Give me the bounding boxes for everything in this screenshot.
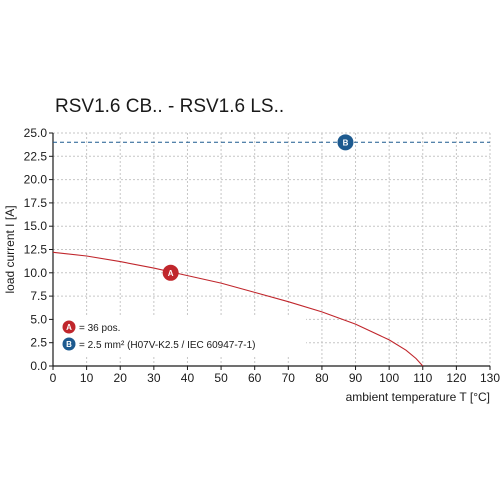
- x-tick-label: 100: [379, 371, 399, 385]
- series-marker-b: [337, 134, 354, 151]
- legend-entry-text: = 36 pos.: [79, 323, 120, 334]
- y-tick-label: 25.0: [24, 126, 48, 140]
- y-tick-label: 22.5: [24, 149, 48, 163]
- legend-marker-b: [62, 337, 76, 351]
- y-tick-label: 5.0: [30, 312, 47, 326]
- y-tick-label: 12.5: [24, 243, 48, 257]
- series-line-a: [52, 251, 424, 367]
- legend-marker-label: A: [66, 323, 72, 332]
- x-tick-label: 20: [114, 371, 128, 385]
- x-tick-label: 0: [50, 371, 57, 385]
- x-tick-label: 80: [315, 371, 329, 385]
- series-marker-label: B: [343, 138, 349, 147]
- x-tick-label: 70: [282, 371, 296, 385]
- legend-marker-a: [62, 320, 76, 334]
- x-tick-label: 110: [413, 371, 432, 385]
- y-axis-label: load current I [A]: [3, 205, 17, 293]
- legend-marker-label: B: [66, 340, 72, 349]
- x-tick-label: 60: [248, 371, 262, 385]
- series-marker-a: [162, 264, 179, 281]
- x-axis-label: ambient temperature T [°C]: [346, 390, 490, 404]
- x-tick-label: 130: [480, 371, 500, 385]
- y-tick-label: 0.0: [30, 359, 47, 373]
- series-marker-label: A: [168, 269, 174, 278]
- legend-box: [54, 317, 306, 355]
- x-tick-label: 30: [147, 371, 161, 385]
- chart-title: RSV1.6 CB.. - RSV1.6 LS..: [55, 96, 285, 117]
- y-tick-label: 7.5: [30, 289, 47, 303]
- y-tick-label: 20.0: [24, 173, 48, 187]
- x-tick-label: 50: [214, 371, 228, 385]
- x-tick-label: 90: [349, 371, 363, 385]
- y-tick-label: 10.0: [24, 266, 48, 280]
- y-tick-label: 17.5: [24, 196, 48, 210]
- x-tick-label: 40: [181, 371, 195, 385]
- x-tick-label: 120: [446, 371, 466, 385]
- y-tick-label: 2.5: [30, 336, 47, 350]
- y-tick-label: 15.0: [24, 219, 48, 233]
- legend-entry-text: = 2.5 mm² (H07V-K2.5 / IEC 60947-7-1): [79, 340, 255, 351]
- x-tick-label: 10: [80, 371, 94, 385]
